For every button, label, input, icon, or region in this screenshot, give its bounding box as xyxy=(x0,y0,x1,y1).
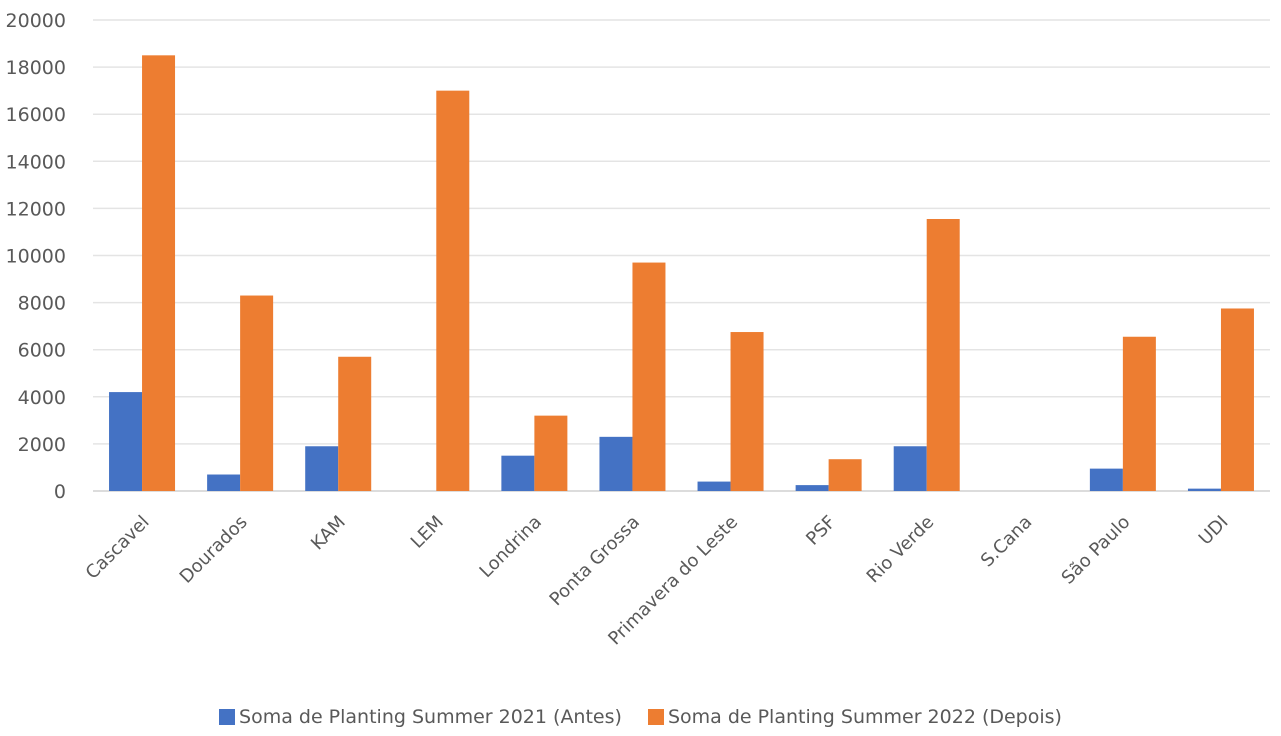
bars xyxy=(109,55,1254,492)
y-tick-label: 2000 xyxy=(18,434,66,456)
x-category-label: São Paulo xyxy=(1058,512,1135,589)
legend: Soma de Planting Summer 2021 (Antes) Som… xyxy=(0,706,1281,728)
y-tick-label: 16000 xyxy=(6,104,66,126)
bar-2021 xyxy=(697,481,731,491)
y-tick-label: 14000 xyxy=(6,151,66,173)
y-tick-label: 20000 xyxy=(6,10,66,32)
legend-label-2021: Soma de Planting Summer 2021 (Antes) xyxy=(239,706,622,728)
bar-2022 xyxy=(730,332,764,491)
y-tick-label: 0 xyxy=(54,481,66,503)
bar-2022 xyxy=(240,295,274,491)
bar-2021 xyxy=(893,446,927,491)
bar-2022 xyxy=(142,55,176,491)
x-category-label: Cascavel xyxy=(82,512,154,584)
bar-2022 xyxy=(338,356,372,491)
bar-chart: 0 2000 4000 6000 8000 10000 12000 14000 16000 180… xyxy=(6,10,1270,650)
y-tick-label: 8000 xyxy=(18,293,66,315)
x-category-label: PSF xyxy=(802,512,840,550)
gridlines xyxy=(93,19,1270,492)
y-tick-label: 18000 xyxy=(6,57,66,79)
bar-2021 xyxy=(109,392,143,491)
bar-2021 xyxy=(305,446,339,491)
legend-swatch-2022 xyxy=(647,709,664,725)
x-axis: Cascavel Dourados KAM LEM Londrina Ponta Gros… xyxy=(82,512,1233,650)
y-axis: 0 2000 4000 6000 8000 10000 12000 14000 16000 180… xyxy=(6,10,66,503)
legend-item-2021: Soma de Planting Summer 2021 (Antes) xyxy=(219,706,622,728)
legend-item-2022: Soma de Planting Summer 2022 (Depois) xyxy=(647,706,1062,728)
x-category-label: Londrina xyxy=(476,512,546,582)
bar-2021 xyxy=(501,455,535,491)
bar-2022 xyxy=(926,218,960,491)
y-tick-label: 4000 xyxy=(18,387,66,409)
bar-2021 xyxy=(795,485,829,491)
bar-2022 xyxy=(1220,308,1254,491)
bar-2022 xyxy=(1122,336,1156,491)
bar-2021 xyxy=(207,474,241,491)
x-category-label: UDI xyxy=(1195,512,1233,550)
legend-swatch-2021 xyxy=(219,709,236,725)
bar-2021 xyxy=(1089,468,1123,491)
bar-2022 xyxy=(534,415,568,491)
bar-2022 xyxy=(828,459,862,491)
bar-2021 xyxy=(1187,488,1221,491)
bar-2022 xyxy=(632,262,666,491)
bar-2022 xyxy=(436,90,470,492)
x-category-label: KAM xyxy=(307,512,350,555)
x-category-label: Rio Verde xyxy=(863,512,939,588)
bar-2021 xyxy=(599,436,633,491)
y-tick-label: 12000 xyxy=(6,198,66,220)
y-tick-label: 6000 xyxy=(18,340,66,362)
y-tick-label: 10000 xyxy=(6,246,66,268)
x-category-label: LEM xyxy=(407,512,448,553)
x-category-label: S.Cana xyxy=(977,512,1037,572)
legend-label-2022: Soma de Planting Summer 2022 (Depois) xyxy=(667,706,1062,728)
x-category-label: Dourados xyxy=(176,512,252,588)
x-category-label: Ponta Grossa xyxy=(546,512,644,610)
